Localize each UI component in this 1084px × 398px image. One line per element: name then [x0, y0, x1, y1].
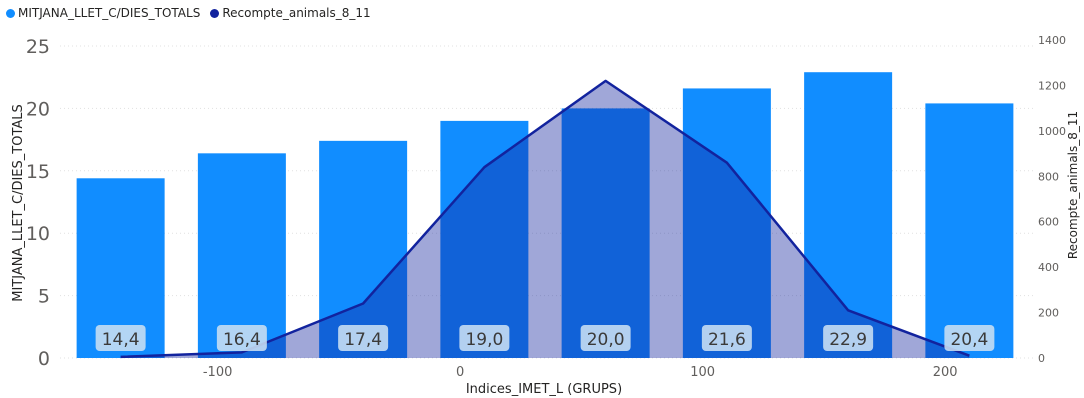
legend-dot-bars [6, 8, 15, 18]
bars [76, 72, 1014, 359]
y-axis-ticks: 0 5 10 15 20 25 [26, 36, 50, 370]
y-axis-title: MITJANA_LLET_C/DIES_TOTALS [11, 104, 26, 302]
data-label-bg [580, 325, 631, 351]
bar [561, 108, 650, 359]
y-tick-label: 15 [26, 161, 50, 183]
x-tick-label: 0 [456, 365, 464, 380]
y2-axis-title: Recompte_animals_8_11 [1066, 111, 1080, 259]
data-label-bg [95, 325, 146, 351]
legend: MITJANA_LLET_C/DIES_TOTALS Recompte_anim… [6, 6, 371, 20]
x-tick-label: 200 [933, 365, 958, 380]
legend-item-bars[interactable]: MITJANA_LLET_C/DIES_TOTALS [6, 6, 200, 20]
y2-tick-label: 600 [1038, 216, 1059, 229]
bar [197, 153, 286, 358]
y2-tick-label: 800 [1038, 170, 1059, 183]
y2-tick-label: 1400 [1038, 34, 1066, 47]
data-label: 22,9 [829, 330, 867, 350]
x-axis-ticks: -100 0 100 200 [203, 365, 958, 380]
x-axis-title: Indices_IMET_L (GRUPS) [466, 382, 622, 397]
data-labels: 14,4 16,4 17,4 19,0 20,0 21,6 22,9 20,4 [95, 325, 995, 351]
y-tick-label: 0 [38, 348, 50, 370]
y-tick-label: 20 [26, 98, 50, 120]
y-tick-label: 5 [38, 286, 50, 308]
x-tick-label: 100 [690, 365, 715, 380]
legend-label-bars: MITJANA_LLET_C/DIES_TOTALS [18, 6, 201, 20]
data-label-bg [459, 325, 510, 351]
y2-tick-label: 1200 [1038, 79, 1066, 92]
data-label: 19,0 [465, 330, 503, 350]
data-label-bg [823, 325, 874, 351]
data-label-bg [216, 325, 267, 351]
data-label: 14,4 [102, 330, 140, 350]
y2-tick-label: 0 [1038, 352, 1045, 365]
data-label: 21,6 [708, 330, 746, 350]
data-label-bg [701, 325, 752, 351]
data-label: 16,4 [223, 330, 261, 350]
y2-tick-label: 400 [1038, 261, 1059, 274]
bar [319, 140, 408, 358]
data-label-bg [338, 325, 389, 351]
legend-item-line[interactable]: Recompte_animals_8_11 [210, 6, 371, 20]
data-label: 20,4 [950, 330, 988, 350]
legend-dot-line [210, 8, 220, 18]
legend-label-line: Recompte_animals_8_11 [222, 6, 371, 20]
bar [440, 120, 529, 358]
bar [682, 88, 771, 358]
data-label: 17,4 [344, 330, 382, 350]
y2-axis-ticks: 0 200 400 600 800 1000 1200 1400 [1038, 34, 1066, 365]
data-label: 20,0 [587, 330, 625, 350]
y2-tick-label: 1000 [1038, 125, 1066, 138]
data-label-bg [944, 325, 995, 351]
y-tick-label: 25 [26, 36, 50, 58]
y-tick-label: 10 [26, 223, 50, 245]
bar [925, 103, 1014, 359]
y2-tick-label: 200 [1038, 307, 1059, 320]
x-tick-label: -100 [203, 365, 233, 380]
area-fill [120, 80, 970, 358]
